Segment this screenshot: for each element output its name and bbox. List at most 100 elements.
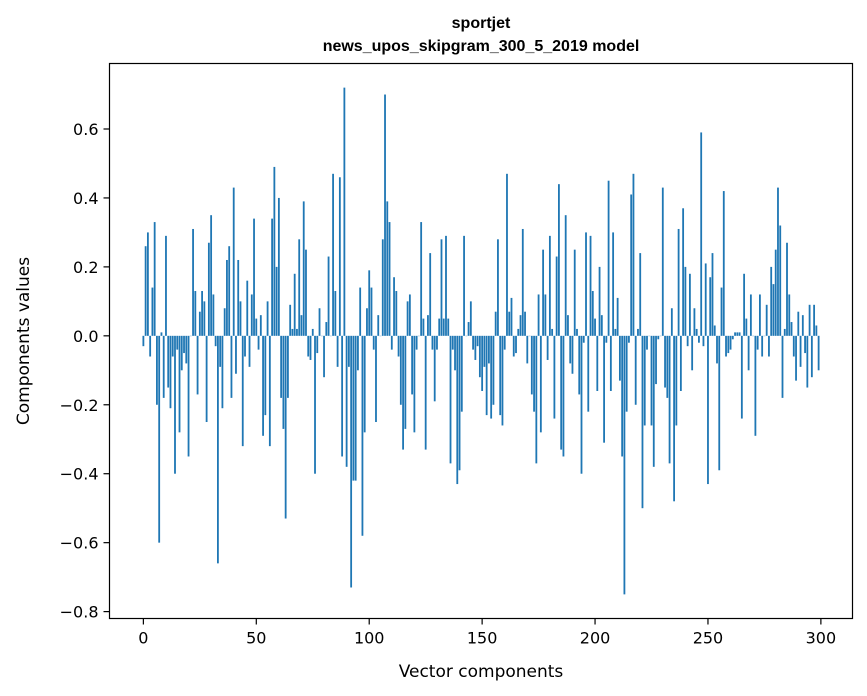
bar-163 — [510, 297, 513, 336]
bar-35 — [221, 335, 224, 409]
bar-207 — [609, 335, 612, 391]
y-tick-label-6: 0.4 — [73, 189, 98, 208]
bar-61 — [280, 335, 283, 398]
bar-63 — [284, 335, 287, 519]
chart-title-line-2: news_upos_skipgram_300_5_2019 model — [323, 38, 640, 55]
x-tick-label-300: 300 — [806, 629, 837, 648]
bar-284 — [783, 328, 786, 336]
bar-166 — [517, 328, 520, 336]
bar-267 — [745, 318, 748, 336]
bar-209 — [614, 328, 617, 336]
bar-109 — [388, 222, 391, 336]
bar-51 — [257, 335, 260, 350]
bar-57 — [271, 218, 274, 336]
bar-215 — [628, 335, 630, 343]
bar-167 — [519, 315, 522, 336]
bar-85 — [334, 291, 337, 336]
bar-82 — [327, 256, 330, 336]
bar-227 — [655, 335, 657, 385]
bar-161 — [506, 173, 508, 336]
x-axis: 0 50 100 150 200 250 300 — [138, 618, 837, 648]
bar-1 — [144, 246, 147, 336]
bar-147 — [474, 335, 477, 360]
bar-214 — [625, 335, 628, 412]
bar-55 — [266, 301, 269, 336]
bar-235 — [673, 335, 675, 502]
bar-115 — [402, 335, 404, 450]
bar-39 — [230, 335, 233, 398]
bar-273 — [759, 294, 761, 336]
bar-223 — [646, 335, 648, 350]
bar-62 — [282, 335, 285, 429]
bar-142 — [463, 235, 465, 336]
bar-106 — [381, 239, 384, 336]
bar-151 — [483, 335, 486, 367]
bar-258 — [725, 335, 727, 357]
bar-37 — [226, 259, 228, 336]
bar-140 — [458, 335, 461, 471]
bar-261 — [731, 335, 734, 340]
bar-77 — [316, 335, 319, 354]
bar-65 — [289, 304, 292, 336]
bar-259 — [727, 335, 730, 354]
bar-67 — [293, 273, 296, 336]
bar-43 — [239, 301, 242, 336]
bar-170 — [526, 335, 529, 364]
plot-frame — [108, 62, 854, 620]
bar-238 — [679, 335, 682, 391]
bar-181 — [551, 328, 554, 336]
bar-236 — [675, 335, 678, 426]
bar-184 — [558, 184, 560, 336]
bar-210 — [616, 297, 619, 336]
bar-22 — [192, 228, 194, 336]
bar-70 — [300, 315, 303, 336]
bar-47 — [248, 335, 251, 367]
bar-36 — [223, 308, 226, 336]
bar-116 — [404, 335, 407, 429]
bar-30 — [210, 215, 213, 336]
bar-272 — [756, 335, 759, 350]
bar-225 — [650, 335, 653, 426]
bar-279 — [772, 284, 775, 336]
bar-46 — [246, 280, 249, 336]
x-tick-label-200: 200 — [580, 629, 611, 648]
bar-93 — [352, 335, 355, 481]
x-axis-label: Vector components — [399, 662, 564, 682]
bar-228 — [657, 335, 660, 340]
bar-68 — [296, 328, 298, 336]
bar-265 — [740, 335, 743, 419]
bar-297 — [813, 304, 816, 336]
bar-88 — [341, 335, 344, 457]
bar-91 — [347, 335, 350, 367]
bar-185 — [560, 335, 563, 450]
bar-98 — [363, 335, 366, 433]
bar-74 — [309, 335, 312, 360]
bar-117 — [406, 301, 409, 336]
bar-123 — [420, 222, 423, 336]
bar-266 — [743, 273, 746, 336]
bar-264 — [738, 332, 741, 336]
bar-52 — [259, 315, 262, 336]
bar-69 — [298, 239, 301, 336]
bar-146 — [472, 335, 474, 350]
bar-260 — [729, 335, 732, 350]
bar-6 — [156, 335, 158, 405]
bar-8 — [160, 332, 163, 336]
bar-92 — [350, 335, 353, 588]
bar-19 — [185, 335, 188, 364]
bar-187 — [564, 215, 567, 336]
bar-102 — [372, 335, 375, 350]
bar-138 — [454, 335, 456, 371]
bar-165 — [515, 335, 517, 354]
bar-194 — [580, 335, 583, 474]
bar-134 — [445, 235, 447, 336]
bar-295 — [808, 304, 811, 336]
bar-233 — [668, 335, 671, 464]
bar-89 — [343, 87, 346, 336]
bar-242 — [688, 273, 691, 336]
y-tick-label-5: 0.2 — [73, 258, 98, 277]
bar-94 — [354, 335, 357, 481]
bar-133 — [442, 318, 445, 336]
bar-292 — [801, 315, 804, 336]
bar-4 — [151, 287, 154, 336]
